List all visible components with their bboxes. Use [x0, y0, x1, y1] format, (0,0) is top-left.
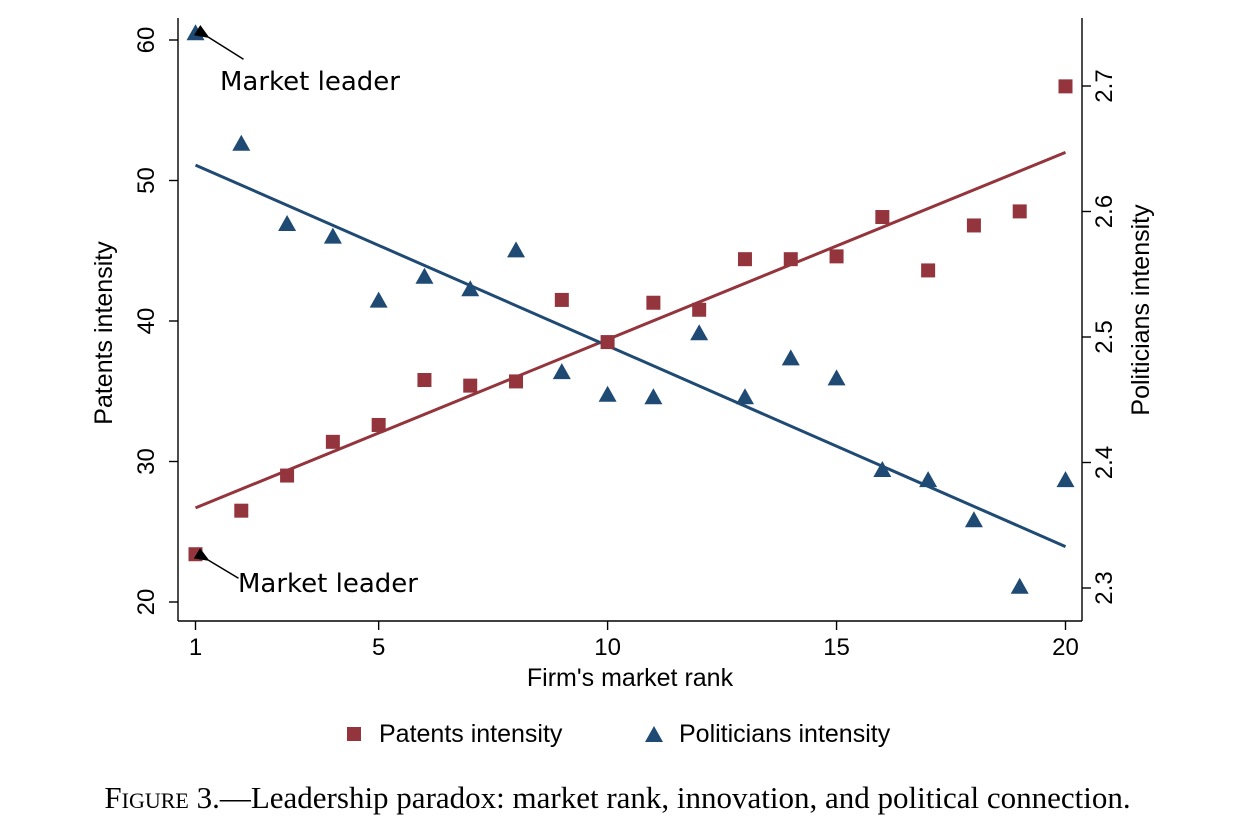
x-tick-label: 1	[189, 634, 202, 661]
patents-point	[966, 218, 981, 233]
patents-point	[692, 302, 707, 317]
chart: 1 5 10 15 2020304050602.32.42.52.62.7Firm's …	[90, 18, 1155, 748]
patents-point	[921, 263, 936, 278]
politicians-point	[1010, 577, 1029, 594]
x-tick-label: 5	[372, 634, 385, 661]
politicians-point	[232, 134, 251, 151]
politicians-point	[552, 363, 571, 380]
y-left-tick-label: 60	[133, 27, 160, 54]
politicians-point	[1056, 471, 1075, 488]
politicians-point	[644, 388, 663, 405]
annotation-arrow	[193, 25, 244, 60]
patents-point	[829, 249, 844, 264]
politicians-point	[461, 280, 480, 297]
patents-point	[280, 468, 295, 483]
y-right-tick-label: 2.5	[1091, 320, 1118, 353]
patents-point	[234, 503, 249, 518]
y-axis-left-title: Patents intensity	[90, 241, 118, 425]
y-axis-right-title: Politicians intensity	[1127, 204, 1155, 416]
y-right-tick-label: 2.4	[1091, 446, 1118, 479]
patents-point	[371, 417, 386, 432]
patents-point	[325, 434, 340, 449]
caption-text: —Leadership paradox: market rank, innova…	[219, 780, 1131, 815]
y-left-tick-label: 40	[133, 308, 160, 335]
x-tick-label: 10	[594, 634, 621, 661]
patents-point	[1012, 204, 1027, 219]
annotation-label: Market leader	[220, 67, 400, 97]
politicians-point	[735, 388, 754, 405]
x-tick-label: 20	[1052, 634, 1079, 661]
caption-label: Figure 3.	[104, 780, 220, 815]
annotation-label: Market leader	[238, 569, 418, 599]
annotations: Market leader Market leader	[193, 25, 418, 599]
patents-point	[783, 252, 798, 267]
politicians-point	[186, 24, 205, 41]
fit-lines	[194, 151, 1067, 548]
politicians-point	[369, 291, 388, 308]
x-axis-title: Firm's market rank	[527, 664, 734, 692]
politicians-point	[964, 511, 983, 528]
patents-point	[646, 295, 661, 310]
y-right-tick-label: 2.3	[1091, 571, 1118, 604]
axes: 1 5 10 15 2020304050602.32.42.52.62.7Firm's …	[90, 18, 1155, 692]
politicians-point	[919, 471, 938, 488]
patents-point	[509, 374, 524, 389]
patents-point	[737, 252, 752, 267]
politicians-point	[781, 349, 800, 366]
patents-point	[1058, 79, 1073, 94]
data-points	[186, 24, 1075, 594]
politicians-point	[278, 215, 297, 232]
y-left-tick-label: 30	[133, 448, 160, 475]
legend-politicians-marker	[645, 726, 663, 742]
y-left-tick-label: 50	[133, 167, 160, 194]
legend-patents-marker	[347, 727, 361, 741]
politicians-point	[507, 241, 526, 258]
x-tick-label: 15	[823, 634, 850, 661]
patents-point	[554, 292, 569, 307]
politicians-point	[690, 324, 709, 341]
politicians-point	[598, 385, 617, 402]
politicians-point	[827, 369, 846, 386]
legend-patents-label: Patents intensity	[379, 720, 563, 748]
y-left-tick-label: 20	[133, 589, 160, 616]
patents-point	[875, 210, 890, 225]
figure-caption: Figure 3.—Leadership paradox: market ran…	[0, 780, 1235, 816]
politicians-point	[415, 267, 434, 284]
politicians-point	[873, 461, 892, 478]
annotation-arrow	[193, 548, 239, 579]
patents-point	[463, 378, 478, 393]
patents-fit-line	[194, 151, 1067, 510]
y-right-tick-label: 2.6	[1091, 195, 1118, 228]
patents-point	[600, 335, 615, 350]
y-right-tick-label: 2.7	[1091, 69, 1118, 102]
legend-politicians-label: Politicians intensity	[679, 720, 891, 748]
patents-point	[417, 373, 432, 388]
legend: Patents intensity Politicians intensity	[347, 720, 891, 748]
politicians-fit-line	[194, 163, 1067, 548]
politicians-point	[323, 227, 342, 244]
patents-point	[188, 547, 203, 562]
